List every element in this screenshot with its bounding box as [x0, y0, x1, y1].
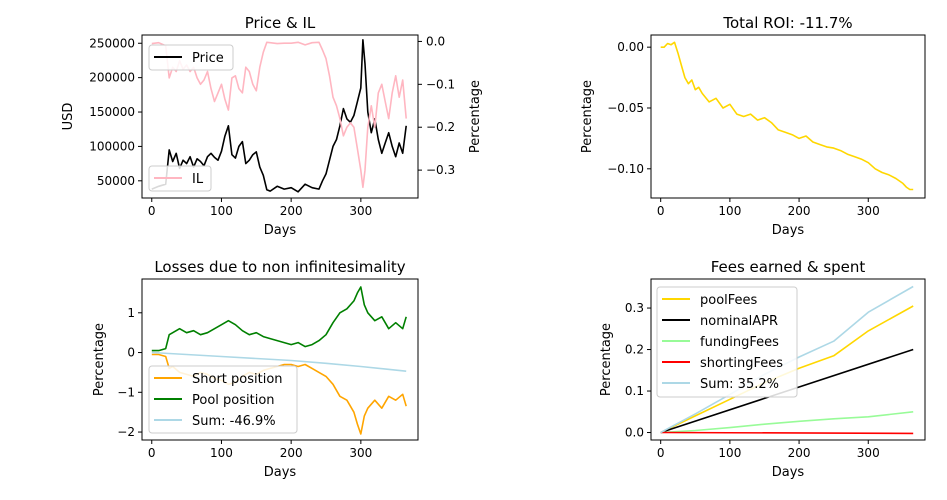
y-tick-label: 150000 [89, 105, 135, 119]
legend: poolFees nominalAPR fundingFees shortingFee… [656, 286, 798, 398]
chart-2: Total ROI: -11.7% 0 100 200 300 Days 0.00 −0.05… [580, 14, 926, 238]
chart-4: Fees earned & spent 0 100 200 300 Days 0.0 0.1 0… [599, 258, 926, 480]
y-tick-label: 1 [127, 306, 135, 320]
axes-frame [141, 278, 419, 441]
series-line-total-roi [660, 41, 914, 191]
x-tick-label: 0 [657, 446, 665, 460]
y-tick-label: 0.0 [625, 426, 644, 440]
legend: Price [148, 44, 234, 71]
axes-frame [141, 34, 419, 199]
y-tick-label: 250000 [89, 36, 135, 50]
series-line-il [151, 41, 407, 189]
y-right-tick-label: −0.1 [426, 77, 455, 91]
x-tick-label: 100 [210, 446, 233, 460]
y-tick-label: −2 [117, 425, 135, 439]
x-tick-label: 100 [210, 204, 233, 218]
plot-area [151, 38, 407, 193]
x-axis-label: Days [264, 465, 297, 480]
legend-label: Short position [192, 372, 283, 387]
y-tick-label: 50000 [97, 174, 135, 188]
chart-title: Price & IL [245, 14, 316, 32]
legend-label: fundingFees [700, 335, 779, 350]
x-tick-label: 200 [280, 446, 303, 460]
x-tick-label: 0 [148, 446, 156, 460]
chart-title: Total ROI: -11.7% [722, 14, 852, 32]
chart-3: Losses due to non infinitesimality 0 100 20… [92, 258, 419, 480]
legend-label: nominalAPR [700, 314, 778, 329]
axes-frame [650, 34, 926, 199]
y-tick-label: 100000 [89, 139, 135, 153]
legend-label: Sum: -46.9% [192, 414, 276, 429]
chart-title: Losses due to non infinitesimality [154, 258, 405, 276]
series-line-shortingfees [660, 431, 914, 435]
y-right-axis-label: Percentage [468, 80, 483, 153]
series-line-pool-position [151, 286, 407, 352]
x-tick-label: 200 [280, 204, 303, 218]
series-line-price [151, 38, 407, 193]
y-tick-label: −1 [117, 385, 135, 399]
y-tick-label: 0.00 [617, 40, 644, 54]
legend-label: poolFees [700, 293, 758, 308]
y-tick-label: −0.05 [607, 101, 644, 115]
legend: Short position Pool position Sum: -46.9% [148, 365, 298, 434]
y-right-tick-label: −0.3 [426, 163, 455, 177]
y-tick-label: −0.10 [607, 162, 644, 176]
legend-box [148, 44, 234, 71]
legend-label: Sum: 35.2% [700, 377, 779, 392]
chart-1: Price & IL 0 100 200 300 Days 50000 100000 15000… [61, 14, 483, 238]
legend-label: Pool position [192, 393, 275, 408]
legend-box [656, 286, 798, 398]
x-axis-label: Days [264, 223, 297, 238]
y-axis-label: Percentage [92, 323, 107, 396]
legend-label: shortingFees [700, 356, 783, 371]
x-tick-label: 100 [718, 446, 741, 460]
legend-label: Price [192, 51, 224, 66]
x-tick-label: 300 [349, 204, 372, 218]
x-tick-label: 200 [788, 446, 811, 460]
legend-box [148, 365, 298, 434]
y-tick-label: 0.3 [625, 301, 644, 315]
chart-title: Fees earned & spent [711, 258, 866, 276]
series-line-sum-46-9 [151, 351, 407, 372]
y-tick-label: 0.2 [625, 343, 644, 357]
y-right-tick-label: −0.2 [426, 120, 455, 134]
legend: IL [148, 165, 212, 192]
series-line-fundingfees [660, 411, 914, 434]
y-tick-label: 200000 [89, 71, 135, 85]
x-tick-label: 100 [718, 204, 741, 218]
y-axis-label: USD [61, 103, 76, 131]
y-axis-label: Percentage [580, 80, 595, 153]
x-axis-label: Days [772, 465, 805, 480]
plot-area [660, 41, 914, 191]
x-tick-label: 0 [148, 204, 156, 218]
y-axis-label: Percentage [599, 323, 614, 396]
x-tick-label: 300 [857, 446, 880, 460]
y-right-tick-label: 0.0 [426, 34, 445, 48]
x-axis-label: Days [772, 223, 805, 238]
y-tick-label: 0 [127, 346, 135, 360]
y-tick-label: 0.1 [625, 384, 644, 398]
x-tick-label: 200 [788, 204, 811, 218]
legend-label: IL [192, 172, 204, 187]
x-tick-label: 0 [657, 204, 665, 218]
x-tick-label: 300 [349, 446, 372, 460]
axes-frame [650, 278, 926, 441]
x-tick-label: 300 [857, 204, 880, 218]
